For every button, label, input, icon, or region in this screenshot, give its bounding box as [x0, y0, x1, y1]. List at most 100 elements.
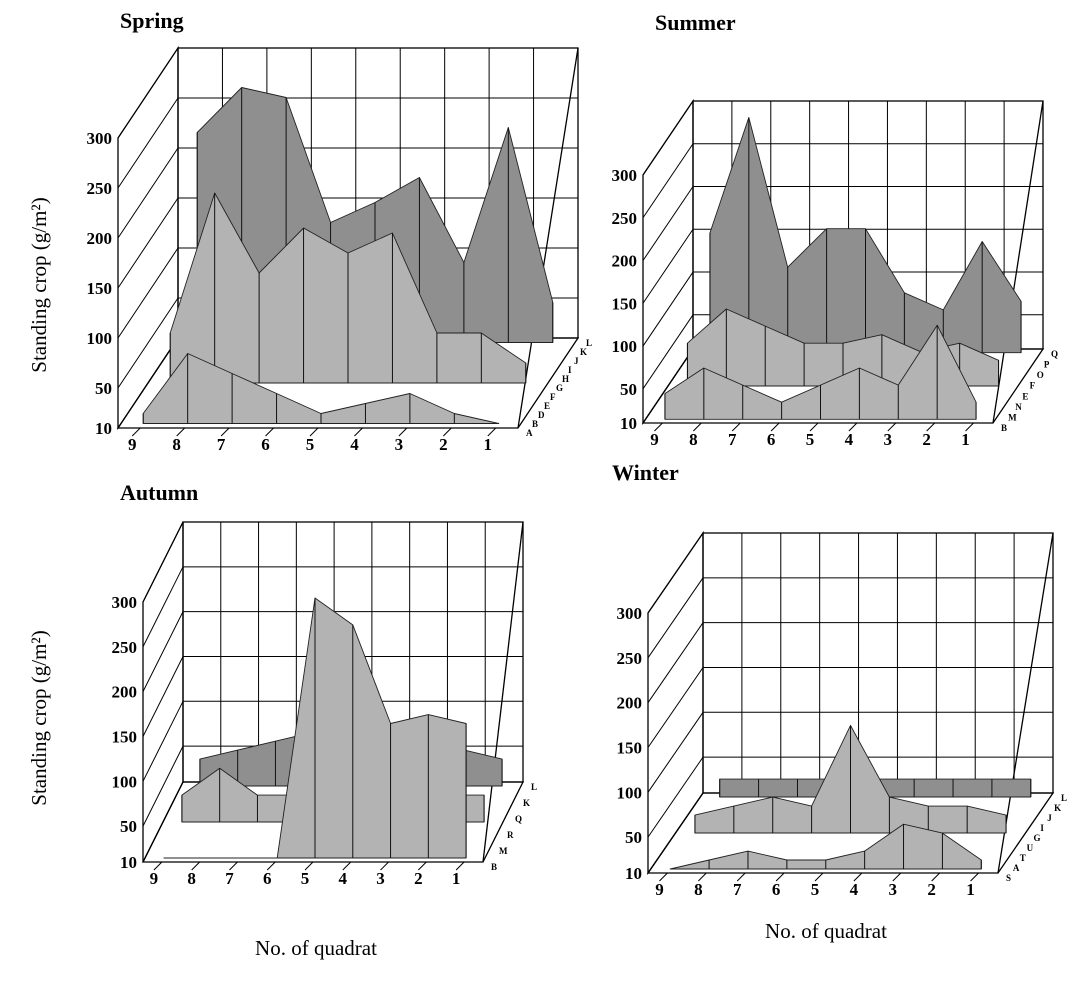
x-tick-label: 8 [694, 880, 703, 899]
side-gridline [642, 100, 694, 176]
x-tick-label: 7 [225, 869, 234, 888]
side-gridline [642, 314, 694, 390]
x-tick [229, 861, 238, 871]
depth-label: L [586, 338, 592, 348]
side-gridline [647, 667, 704, 748]
depth-label: B [532, 419, 538, 429]
y-tick-label: 100 [87, 329, 113, 348]
x-tick [926, 422, 936, 432]
depth-label: F [1030, 381, 1036, 391]
chart-panel-spring: Spring 10 50 100 150 200 250 300 9 8 7 6 5 4 3 2 1 ABDEFG… [87, 8, 593, 454]
depth-label: M [1008, 412, 1017, 422]
side-gridline [117, 297, 179, 389]
side-gridline [647, 712, 704, 793]
depth-label: T [1020, 853, 1026, 863]
side-wall [117, 45, 179, 431]
side-gridline [647, 532, 704, 614]
x-tick-label: 4 [350, 435, 359, 454]
panel-title: Spring [120, 8, 184, 33]
x-tick [266, 861, 276, 871]
x-tick [659, 872, 668, 882]
x-tick-label: 9 [150, 869, 159, 888]
chart-panel-summer: Summer 10 50 100 150 200 250 300 9 8 7 6 5 4 3 2 1 BMNEFO… [612, 10, 1059, 449]
side-gridline [117, 197, 179, 289]
depth-label: H [562, 374, 569, 384]
x-tick-label: 4 [845, 430, 854, 449]
x-tick [887, 422, 897, 432]
depth-label: F [550, 392, 556, 402]
side-gridline [142, 611, 184, 692]
x-tick [442, 427, 452, 437]
x-tick-label: 1 [452, 869, 461, 888]
depth-label: U [1027, 843, 1034, 853]
right-edge [992, 100, 1044, 424]
x-tick-label: 3 [884, 430, 893, 449]
x-axis-title-right: No. of quadrat [765, 919, 887, 943]
y-tick-label: 10 [625, 864, 642, 883]
x-tick [487, 427, 497, 437]
side-gridline [642, 228, 694, 304]
side-gridline [647, 756, 704, 838]
y-tick-label: 150 [617, 738, 643, 757]
side-gridline [117, 97, 179, 189]
x-tick [775, 872, 785, 882]
depth-label: N [1015, 402, 1022, 412]
x-tick [153, 861, 163, 871]
side-gridline [117, 47, 179, 139]
x-tick-label: 9 [128, 435, 137, 454]
x-tick-label: 1 [484, 435, 493, 454]
x-tick [692, 422, 702, 432]
x-tick [342, 861, 352, 871]
y-tick-label: 150 [612, 294, 638, 313]
y-tick-label: 250 [112, 638, 138, 657]
y-axis-title-top: Standing crop (g/m²) [27, 197, 51, 372]
x-tick [304, 861, 314, 871]
panel-title: Winter [612, 460, 679, 485]
y-tick-label: 10 [95, 419, 112, 438]
x-tick-label: 5 [806, 430, 815, 449]
y-tick-label: 50 [95, 379, 112, 398]
depth-label: D [538, 410, 545, 420]
x-tick-label: 2 [922, 430, 931, 449]
x-tick-label: 2 [927, 880, 936, 899]
depth-label: P [1044, 360, 1050, 370]
x-tick [892, 872, 902, 882]
y-tick-label: 250 [612, 209, 638, 228]
y-axis-title-bottom: Standing crop (g/m²) [27, 630, 51, 805]
x-tick [220, 427, 230, 437]
y-tick-label: 200 [87, 229, 113, 248]
depth-label: E [1022, 391, 1028, 401]
x-tick [417, 861, 427, 871]
x-tick [809, 422, 819, 432]
depth-label: I [568, 365, 572, 375]
depth-label: G [556, 383, 563, 393]
x-tick [931, 872, 941, 882]
y-tick-label: 50 [620, 380, 637, 399]
x-tick-label: 8 [689, 430, 698, 449]
x-tick [309, 427, 319, 437]
y-tick-label: 250 [617, 649, 643, 668]
x-tick [848, 422, 858, 432]
y-tick-label: 150 [112, 727, 138, 746]
x-tick-label: 7 [728, 430, 737, 449]
x-tick-label: 1 [961, 430, 970, 449]
y-tick-label: 100 [112, 772, 138, 791]
x-tick-label: 7 [733, 880, 742, 899]
x-tick-label: 2 [439, 435, 448, 454]
depth-label: K [523, 798, 530, 808]
floor [646, 792, 1055, 874]
x-tick-label: 3 [889, 880, 898, 899]
y-tick-label: 10 [620, 414, 637, 433]
x-tick-label: 7 [217, 435, 226, 454]
depth-label: J [1047, 813, 1052, 823]
side-gridline [142, 566, 184, 648]
y-tick-label: 50 [625, 828, 642, 847]
x-tick-label: 9 [650, 430, 659, 449]
x-tick [265, 427, 274, 437]
right-edge [517, 47, 579, 429]
x-tick-label: 6 [261, 435, 270, 454]
right-edge [997, 532, 1054, 874]
depth-label: L [1061, 793, 1067, 803]
